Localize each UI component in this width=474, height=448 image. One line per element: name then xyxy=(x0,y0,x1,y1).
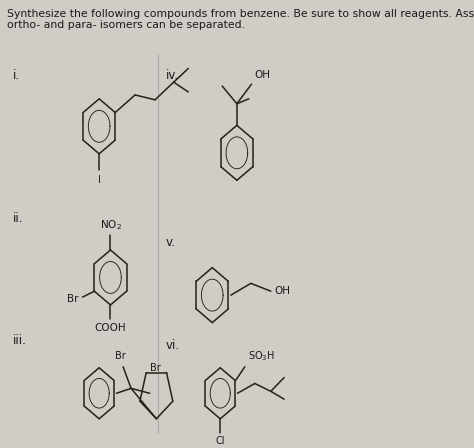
Text: NO$_2$: NO$_2$ xyxy=(100,219,121,233)
Text: iv.: iv. xyxy=(166,69,179,82)
Text: Synthesize the following compounds from benzene. Be sure to show all reagents. A: Synthesize the following compounds from … xyxy=(8,9,474,30)
Text: Br: Br xyxy=(67,294,79,304)
Text: I: I xyxy=(98,176,100,185)
Text: Br: Br xyxy=(115,351,126,361)
Text: OH: OH xyxy=(274,286,290,296)
Text: COOH: COOH xyxy=(95,323,126,332)
Text: Cl: Cl xyxy=(216,436,225,447)
Text: v.: v. xyxy=(166,236,175,249)
Text: SO$_3$H: SO$_3$H xyxy=(247,349,274,363)
Text: Br: Br xyxy=(150,363,161,373)
Text: vi.: vi. xyxy=(166,339,180,352)
Text: i.: i. xyxy=(13,69,20,82)
Text: ii.: ii. xyxy=(13,212,23,225)
Text: iii.: iii. xyxy=(13,334,27,347)
Text: OH: OH xyxy=(254,70,270,80)
